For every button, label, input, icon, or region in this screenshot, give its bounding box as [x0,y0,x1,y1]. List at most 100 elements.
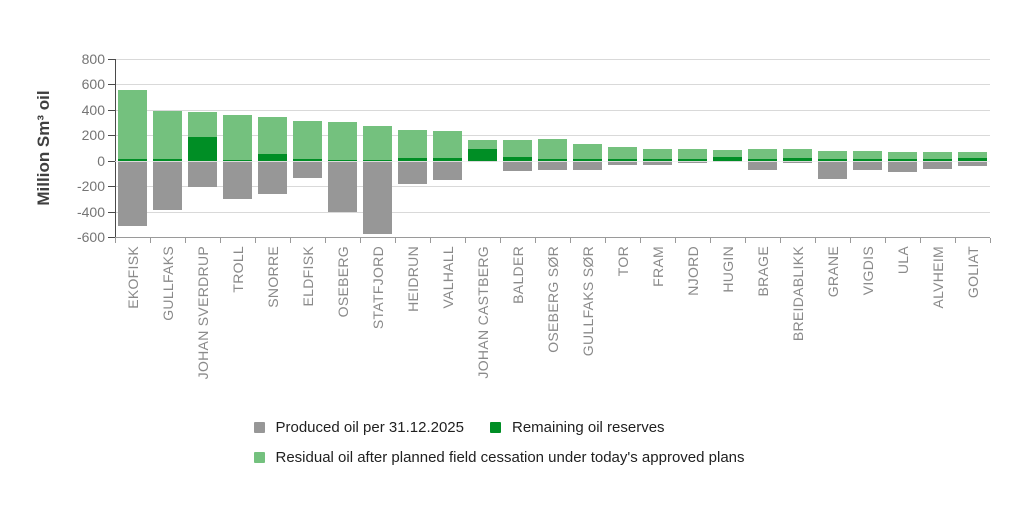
legend-item-remaining-reserves[interactable]: Remaining oil reserves [489,417,665,438]
x-axis-tick [465,238,466,243]
x-axis-tick [605,238,606,243]
x-axis-tick [220,238,221,243]
x-axis-tick [675,238,676,243]
bar-remaining-balder [503,156,532,161]
x-label-gullfaks-sør: GULLFAKS SØR [579,246,596,357]
bar-produced-troll [223,160,252,199]
bar-remaining-fram [643,158,672,161]
chart-legend: Produced oil per 31.12.2025 Remaining oi… [0,417,1024,477]
bar-residual-johan-sverdrup [188,111,217,137]
bar-residual-troll [223,114,252,161]
x-axis-tick [885,238,886,243]
gridline--400 [115,211,990,213]
bar-residual-fram [643,148,672,159]
bar-remaining-grane [818,159,847,161]
x-label-snorre: SNORRE [264,246,281,308]
bar-remaining-oseberg-sør [538,158,567,161]
bar-residual-vigdis [853,150,882,159]
bar-residual-valhall [433,130,462,158]
bar-residual-gullfaks-sør [573,144,602,160]
bar-residual-eldfisk [293,121,322,159]
x-label-ekofisk: EKOFISK [124,246,141,309]
bar-remaining-hugin [713,156,742,161]
legend-label-residual-oil: Residual oil after planned field cessati… [275,449,745,466]
x-label-alvheim: ALVHEIM [929,246,946,309]
bar-residual-balder [503,139,532,157]
legend-item-residual-oil[interactable]: Residual oil after planned field cessati… [253,447,745,468]
bar-residual-oseberg [328,121,357,161]
bar-remaining-vigdis [853,158,882,161]
gridline--200 [115,186,990,188]
bar-remaining-statfjord [363,160,392,161]
bar-produced-snorre [258,160,287,194]
bar-produced-johan-sverdrup [188,160,217,188]
bar-produced-ekofisk [118,160,147,226]
bar-residual-johan-castberg [468,140,497,150]
y-axis-tick [108,237,115,238]
bar-remaining-heidrun [398,157,427,161]
bar-produced-oseberg [328,160,357,212]
bar-remaining-oseberg [328,160,357,161]
remaining-reserves-swatch-icon [489,422,501,433]
x-label-johan-sverdrup: JOHAN SVERDRUP [194,246,211,380]
x-axis-tick [395,238,396,243]
y-axis-tick [108,84,115,86]
bar-remaining-tor [608,159,637,161]
y-tick-label: 0 [97,152,105,169]
x-axis-tick [535,238,536,243]
x-label-tor: TOR [614,246,631,277]
bar-residual-gullfaks [153,111,182,160]
bar-produced-vigdis [853,160,882,170]
x-axis-tick [780,238,781,243]
y-tick-label: 600 [81,76,105,93]
bar-residual-grane [818,150,847,160]
bar-residual-heidrun [398,129,427,158]
x-axis-tick [500,238,501,243]
x-label-brage: BRAGE [754,246,771,297]
x-label-breidablikk: BREIDABLIKK [789,246,806,342]
bar-residual-tor [608,146,637,160]
gridline-600 [115,84,990,86]
x-label-johan-castberg: JOHAN CASTBERG [474,246,491,379]
bar-remaining-goliat [958,158,987,161]
bar-remaining-johan-sverdrup [188,136,217,161]
bar-remaining-eldfisk [293,158,322,161]
y-tick-label: -200 [76,178,105,195]
bar-produced-grane [818,160,847,180]
bar-residual-brage [748,149,777,159]
x-axis-tick [150,238,151,243]
y-axis-tick [108,109,115,111]
bar-produced-fram [643,160,672,166]
legend-item-produced-oil[interactable]: Produced oil per 31.12.2025 [253,417,464,438]
gridline-200 [115,135,990,137]
x-label-statfjord: STATFJORD [369,246,386,330]
x-axis-tick [570,238,571,243]
zero-gridline [115,160,990,162]
x-label-fram: FRAM [649,246,666,287]
x-axis-tick [430,238,431,243]
x-label-hugin: HUGIN [719,246,736,293]
x-axis-tick [325,238,326,243]
bar-remaining-ula [888,159,917,161]
bar-residual-oseberg-sør [538,139,567,159]
x-label-oseberg-sør: OSEBERG SØR [544,246,561,353]
y-axis-tick [108,211,115,213]
bar-remaining-gullfaks [153,159,182,161]
x-axis-tick [360,238,361,243]
x-axis-tick [920,238,921,243]
bar-produced-eldfisk [293,160,322,178]
x-axis-tick [185,238,186,243]
bar-remaining-johan-castberg [468,149,497,161]
bar-residual-ula [888,151,917,160]
bar-remaining-alvheim [923,158,952,161]
bar-produced-oseberg-sør [538,160,567,170]
y-axis-tick [108,160,115,162]
x-label-oseberg: OSEBERG [334,246,351,318]
gridline-800 [115,59,990,60]
legend-row-2: Residual oil after planned field cessati… [253,447,771,468]
bar-produced-njord [678,160,707,164]
x-axis-tick [850,238,851,243]
x-axis-tick [255,238,256,243]
y-axis-tick [108,186,115,188]
